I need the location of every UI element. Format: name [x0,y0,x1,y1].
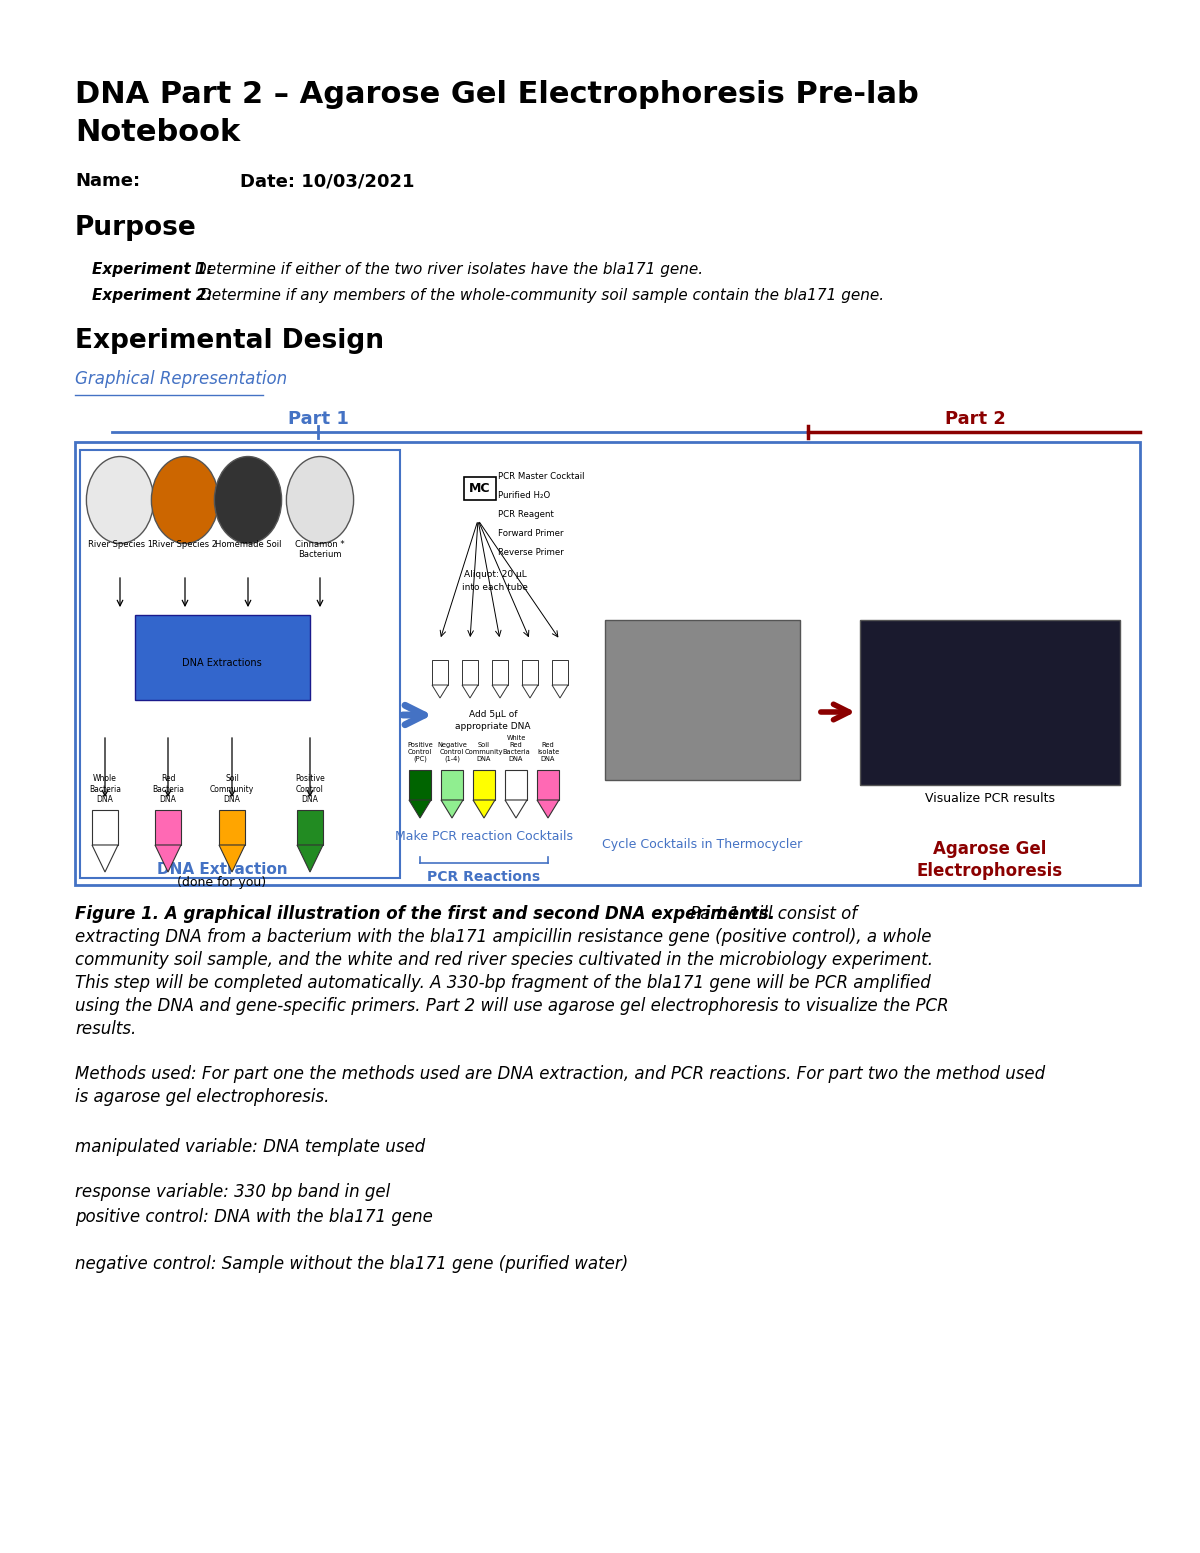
Text: DNA Extraction: DNA Extraction [157,862,287,877]
Text: Date: 10/03/2021: Date: 10/03/2021 [240,172,414,189]
Text: manipulated variable: DNA template used: manipulated variable: DNA template used [74,1138,425,1155]
Polygon shape [92,811,118,845]
Text: Positive
Control
DNA: Positive Control DNA [295,775,325,804]
Polygon shape [505,800,527,818]
Polygon shape [522,685,538,697]
Text: 4: 4 [527,688,533,696]
Text: White
Red
Bacteria
DNA: White Red Bacteria DNA [502,735,530,763]
Text: Cycle Cocktails in Thermocycler: Cycle Cocktails in Thermocycler [602,839,802,851]
Text: into each tube: into each tube [462,582,528,592]
Polygon shape [298,811,323,845]
Polygon shape [432,660,448,685]
Text: PCR Reagent: PCR Reagent [498,509,554,519]
Text: Red
Bacteria
DNA: Red Bacteria DNA [152,775,184,804]
Text: Determine if either of the two river isolates have the bla171 gene.: Determine if either of the two river iso… [194,262,703,276]
Text: Graphical Representation: Graphical Representation [74,370,287,388]
Circle shape [215,457,282,544]
Text: 1: 1 [437,688,443,696]
Text: Red
Isolate
DNA: Red Isolate DNA [536,742,559,763]
Polygon shape [409,770,431,800]
Polygon shape [492,660,508,685]
Text: Name:: Name: [74,172,140,189]
Polygon shape [155,845,181,871]
Bar [74,443,1140,885]
Polygon shape [473,770,496,800]
Text: Experiment 1:: Experiment 1: [92,262,212,276]
Polygon shape [462,660,478,685]
Polygon shape [473,800,496,818]
Polygon shape [155,811,181,845]
Bar [80,450,400,877]
Circle shape [287,457,354,544]
Text: Whole
Bacteria
DNA: Whole Bacteria DNA [89,775,121,804]
Text: River Species 1: River Species 1 [88,540,152,550]
Text: Methods used: For part one the methods used are DNA extraction, and PCR reaction: Methods used: For part one the methods u… [74,1065,1045,1082]
Text: Positive
Control
(PC): Positive Control (PC) [407,741,433,763]
Polygon shape [538,800,559,818]
Polygon shape [220,811,245,845]
Text: negative control: Sample without the bla171 gene (purified water): negative control: Sample without the bla… [74,1255,629,1273]
Polygon shape [298,845,323,871]
Bar [605,620,800,780]
Text: 2: 2 [467,688,473,696]
Bar [134,615,310,700]
Text: Reverse Primer: Reverse Primer [498,548,564,558]
Circle shape [86,457,154,544]
Polygon shape [522,660,538,685]
Text: PCR Reactions: PCR Reactions [427,870,540,884]
Text: 3: 3 [497,688,503,696]
Bar [860,620,1120,784]
Text: response variable: 330 bp band in gel: response variable: 330 bp band in gel [74,1183,390,1200]
Text: Visualize PCR results: Visualize PCR results [925,792,1055,804]
Polygon shape [492,685,508,697]
Text: This step will be completed automatically. A 330-bp fragment of the bla171 gene : This step will be completed automaticall… [74,974,931,992]
Text: PCR Master Cocktail: PCR Master Cocktail [498,472,584,481]
Text: Homemade Soil: Homemade Soil [215,540,281,550]
Text: Add 5μL of: Add 5μL of [469,710,517,719]
Text: DNA Part 2 – Agarose Gel Electrophoresis Pre-lab: DNA Part 2 – Agarose Gel Electrophoresis… [74,81,919,109]
Text: Experiment 2:: Experiment 2: [92,287,212,303]
Text: Figure 1. A graphical illustration of the first and second DNA experiments.: Figure 1. A graphical illustration of th… [74,905,775,922]
Polygon shape [92,845,118,871]
Text: Part 1: Part 1 [288,410,348,429]
Polygon shape [432,685,448,697]
Text: using the DNA and gene-specific primers. Part 2 will use agarose gel electrophor: using the DNA and gene-specific primers.… [74,997,949,1016]
Polygon shape [552,660,568,685]
Circle shape [151,457,218,544]
Text: DNA Extractions: DNA Extractions [182,658,262,668]
Text: Soil
Community
DNA: Soil Community DNA [464,742,503,763]
Polygon shape [220,845,245,871]
Text: is agarose gel electrophoresis.: is agarose gel electrophoresis. [74,1089,329,1106]
Text: Purified H₂O: Purified H₂O [498,491,551,500]
Polygon shape [409,800,431,818]
Text: community soil sample, and the white and red river species cultivated in the mic: community soil sample, and the white and… [74,950,934,969]
Text: 5: 5 [557,688,563,696]
Text: positive control: DNA with the bla171 gene: positive control: DNA with the bla171 ge… [74,1208,433,1225]
Text: Part 1 will consist of: Part 1 will consist of [685,905,857,922]
Polygon shape [538,770,559,800]
Text: Cinnamon *
Bacterium: Cinnamon * Bacterium [295,540,344,559]
Text: Negative
Control
(1-4): Negative Control (1-4) [437,741,467,763]
Text: Make PCR reaction Cocktails: Make PCR reaction Cocktails [395,829,574,843]
Text: Experimental Design: Experimental Design [74,328,384,354]
Text: Agarose Gel
Electrophoresis: Agarose Gel Electrophoresis [917,840,1063,881]
Text: Forward Primer: Forward Primer [498,530,564,537]
Text: (done for you): (done for you) [178,876,266,888]
Text: results.: results. [74,1020,137,1037]
Polygon shape [462,685,478,697]
Text: Notebook: Notebook [74,118,240,148]
Text: Determine if any members of the whole-community soil sample contain the bla171 g: Determine if any members of the whole-co… [200,287,884,303]
Text: extracting DNA from a bacterium with the bla171 ampicillin resistance gene (posi: extracting DNA from a bacterium with the… [74,929,931,946]
Polygon shape [552,685,568,697]
Polygon shape [442,800,463,818]
Text: appropriate DNA: appropriate DNA [455,722,530,731]
Text: Part 2: Part 2 [944,410,1006,429]
Text: Purpose: Purpose [74,214,197,241]
Text: River Species 2: River Species 2 [152,540,217,550]
Text: Soil
Community
DNA: Soil Community DNA [210,775,254,804]
Polygon shape [505,770,527,800]
Text: MC: MC [469,481,491,494]
Text: Aliquot: 20 μL: Aliquot: 20 μL [463,570,527,579]
Polygon shape [442,770,463,800]
